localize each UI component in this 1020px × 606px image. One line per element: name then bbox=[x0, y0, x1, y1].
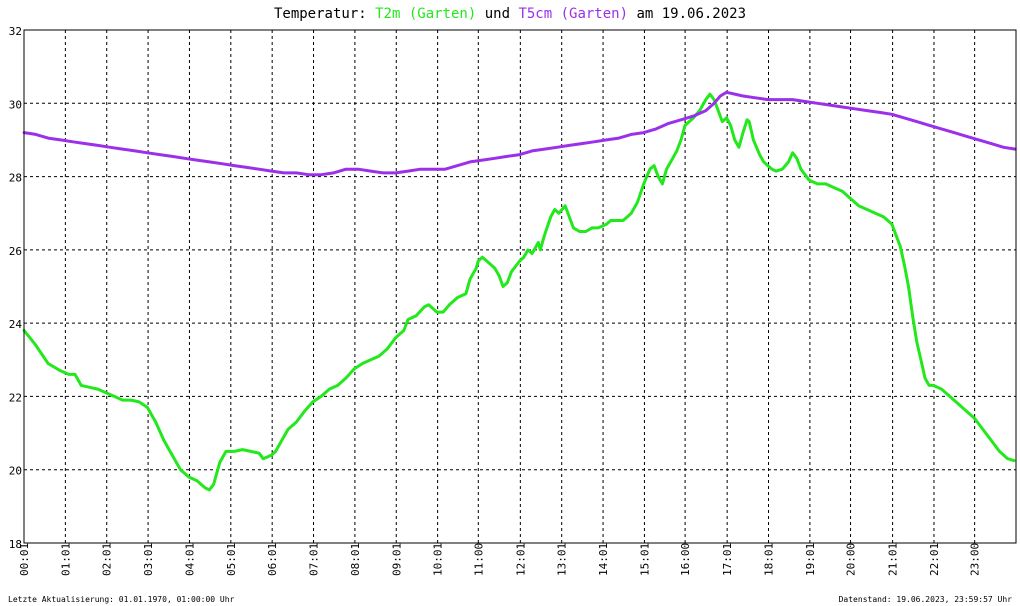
x-tick-label: 13:01 bbox=[556, 543, 569, 576]
x-tick-label: 02:01 bbox=[101, 543, 114, 576]
x-tick-label: 14:01 bbox=[597, 543, 610, 576]
x-tick-label: 23:00 bbox=[969, 543, 982, 576]
y-tick-label: 20 bbox=[9, 465, 22, 478]
x-tick-label: 08:01 bbox=[349, 543, 362, 576]
footer-last-update: Letzte Aktualisierung: 01.01.1970, 01:00… bbox=[8, 595, 235, 604]
plot-frame bbox=[23, 29, 1017, 544]
x-tick-label: 05:01 bbox=[225, 543, 238, 576]
x-tick-label: 03:01 bbox=[142, 543, 155, 576]
y-tick-label: 26 bbox=[9, 245, 22, 258]
y-axis: 18 20 22 24 26 28 30 32 bbox=[9, 25, 23, 551]
y-tick-label: 32 bbox=[9, 25, 22, 38]
y-tick-label: 22 bbox=[9, 391, 22, 404]
y-tick-label: 24 bbox=[9, 318, 23, 331]
x-tick-label: 22:01 bbox=[928, 543, 941, 576]
x-tick-label: 01:01 bbox=[59, 543, 72, 576]
series-line-t5cm bbox=[22, 90, 1017, 177]
x-tick-label: 06:01 bbox=[266, 543, 279, 576]
y-tick-label: 30 bbox=[9, 98, 22, 111]
x-tick-label: 00:01 bbox=[18, 543, 31, 576]
x-tick-label: 11:00 bbox=[472, 543, 485, 576]
series-line-t2m bbox=[22, 92, 1016, 492]
chart-title: Temperatur: T2m (Garten) und T5cm (Garte… bbox=[274, 6, 746, 22]
title-series1: T2m (Garten) bbox=[375, 6, 476, 22]
grid bbox=[24, 30, 1016, 543]
x-axis: 00:01 01:01 02:01 03:01 04:01 05:01 06:01 07:01… bbox=[18, 543, 982, 576]
y-tick-label: 18 bbox=[9, 538, 22, 551]
x-tick-label: 18:01 bbox=[763, 543, 776, 576]
title-middle: und bbox=[476, 6, 518, 22]
title-suffix: am 19.06.2023 bbox=[628, 6, 746, 22]
series-lines bbox=[22, 90, 1017, 492]
x-tick-label: 07:01 bbox=[308, 543, 321, 576]
x-tick-label: 21:01 bbox=[887, 543, 900, 576]
y-tick-label: 28 bbox=[9, 172, 22, 185]
title-series2: T5cm (Garten) bbox=[518, 6, 628, 22]
x-tick-label: 04:01 bbox=[183, 543, 196, 576]
footer-data-status: Datenstand: 19.06.2023, 23:59:57 Uhr bbox=[839, 595, 1013, 604]
x-tick-label: 15:01 bbox=[638, 543, 651, 576]
title-prefix: Temperatur: bbox=[274, 6, 375, 22]
x-tick-label: 19:01 bbox=[804, 543, 817, 576]
x-tick-label: 12:01 bbox=[514, 543, 527, 576]
x-tick-label: 09:01 bbox=[390, 543, 403, 576]
x-tick-label: 16:00 bbox=[679, 543, 692, 576]
x-tick-label: 10:01 bbox=[432, 543, 445, 576]
x-tick-label: 20:00 bbox=[845, 543, 858, 576]
x-tick-label: 17:01 bbox=[721, 543, 734, 576]
